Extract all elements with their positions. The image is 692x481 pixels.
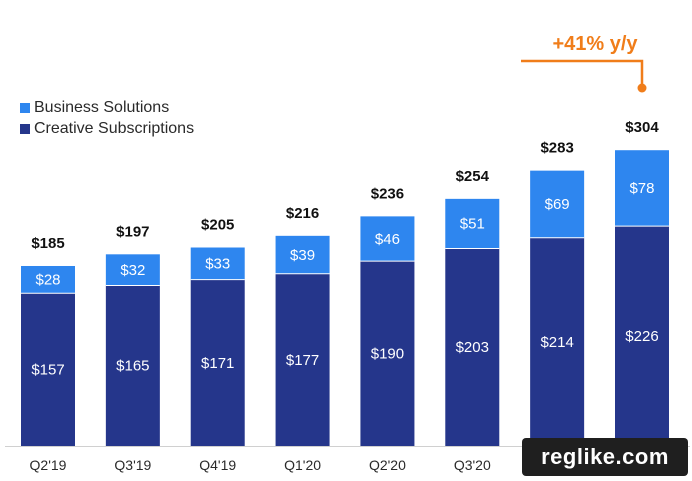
legend-item-creative-subscriptions: Creative Subscriptions: [20, 118, 194, 139]
legend-item-business-solutions: Business Solutions: [20, 97, 194, 118]
legend: Business Solutions Creative Subscription…: [20, 97, 194, 139]
data-label: $28: [35, 272, 60, 289]
bar-segment-business: [275, 235, 330, 274]
bar-segment-business: [445, 198, 500, 249]
data-label: $203: [456, 339, 489, 356]
bar-segment-business: [614, 150, 669, 227]
bar-segment-creative: [360, 261, 415, 446]
total-label: $216: [286, 205, 319, 222]
data-label: $171: [201, 355, 234, 372]
data-label: $51: [460, 216, 485, 233]
data-label: $32: [120, 262, 145, 279]
legend-swatch-business-solutions: [20, 102, 30, 113]
data-label: $78: [629, 180, 654, 197]
data-label: $190: [371, 346, 404, 363]
x-tick-label: Q4'19: [199, 457, 236, 473]
total-label: $236: [371, 185, 404, 202]
bar-segment-creative: [530, 237, 585, 446]
total-label: $185: [31, 235, 64, 252]
bar-segment-business: [105, 254, 160, 286]
data-label: $226: [625, 328, 658, 345]
x-tick-label: Q1'20: [284, 457, 321, 473]
bar-segment-business: [360, 216, 415, 262]
annotation-dot: [637, 83, 647, 93]
data-label: $157: [31, 362, 64, 379]
legend-label-business-solutions: Business Solutions: [34, 98, 170, 116]
legend-swatch-creative-subscriptions: [20, 123, 30, 134]
annotation-line: [521, 59, 644, 86]
data-label: $69: [545, 196, 570, 213]
x-tick-label: Q3'19: [114, 457, 151, 473]
data-label: $46: [375, 231, 400, 248]
annotation-text: +41% y/y: [552, 33, 638, 55]
total-label: $197: [116, 223, 149, 240]
bar-segment-creative: [21, 293, 75, 446]
legend-label-creative-subscriptions: Creative Subscriptions: [34, 119, 195, 137]
x-tick-label: Q2'20: [369, 457, 406, 473]
bar-segment-creative: [445, 248, 500, 446]
data-label: $33: [205, 256, 230, 273]
watermark: reglike.com: [522, 438, 688, 476]
data-label: $39: [290, 247, 315, 264]
bar-segment-creative: [190, 279, 245, 446]
bar-segment-business: [530, 170, 585, 238]
total-label: $283: [540, 140, 573, 157]
data-label: $214: [540, 334, 573, 351]
bar-segment-business: [21, 265, 75, 294]
x-tick-label: Q2'19: [30, 457, 67, 473]
total-label: $254: [456, 168, 490, 185]
data-label: $177: [286, 352, 319, 369]
data-label: $165: [116, 358, 149, 375]
total-label: $205: [201, 217, 234, 234]
x-tick-label: Q3'20: [454, 457, 491, 473]
bar-segment-creative: [105, 285, 160, 446]
bar-segment-creative: [614, 226, 669, 446]
bar-segment-business: [190, 247, 245, 280]
total-label: $304: [625, 119, 659, 136]
bar-segment-creative: [275, 273, 330, 446]
